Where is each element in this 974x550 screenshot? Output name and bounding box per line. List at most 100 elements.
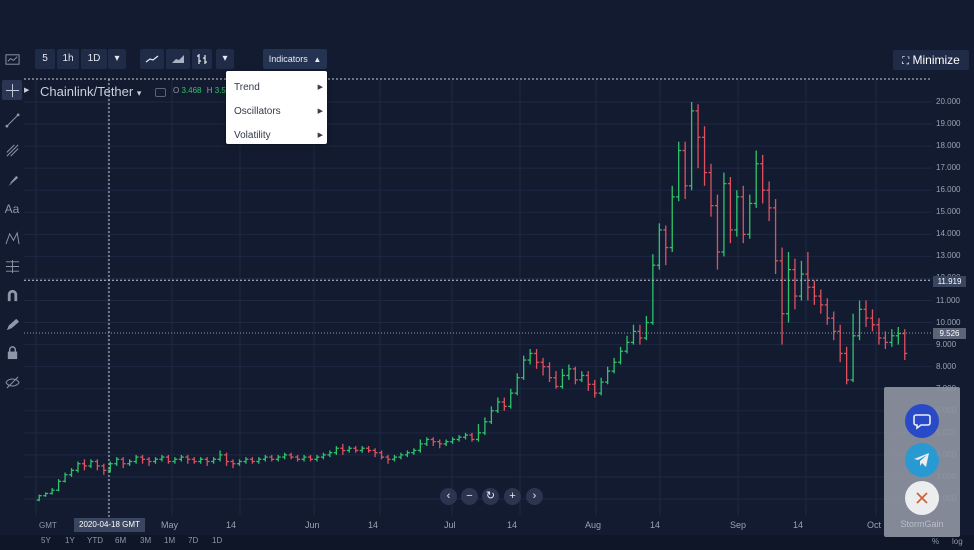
symbol-selector[interactable]: Chainlink/Tether ▾: [40, 84, 166, 99]
pattern-tool[interactable]: [2, 228, 22, 248]
candle: [379, 450, 385, 460]
candle: [463, 432, 469, 440]
interval-1d-button[interactable]: 1D: [81, 49, 107, 69]
candle: [482, 417, 488, 436]
price-tick-label: 11.000: [936, 295, 960, 305]
range-6m[interactable]: 6M: [115, 536, 127, 545]
line-chart-button[interactable]: [140, 49, 164, 69]
candle: [618, 346, 624, 365]
ruler-tool[interactable]: [2, 314, 22, 334]
last-price-tag: 9.526: [933, 328, 966, 339]
lock-icon: [7, 345, 17, 359]
candle: [94, 459, 100, 471]
chart-type-dropdown-button[interactable]: ▾: [216, 49, 234, 69]
candle: [314, 454, 320, 462]
symbol-name: Chainlink/Tether: [40, 84, 134, 99]
interval-5-button[interactable]: 5: [35, 49, 55, 69]
fullscreen-exit-icon: ⛶: [902, 56, 910, 67]
candle: [766, 181, 772, 222]
magnet-tool[interactable]: [2, 285, 22, 305]
candle: [333, 446, 339, 455]
candle: [695, 104, 701, 169]
telegram-button[interactable]: [905, 443, 939, 477]
candle: [650, 254, 656, 325]
pitchfork-tool[interactable]: [2, 140, 22, 160]
time-label-sep-14: 14: [793, 520, 804, 530]
range-1d[interactable]: 1D: [212, 536, 223, 545]
time-label-jun-14: 14: [368, 520, 379, 530]
range-1m[interactable]: 1M: [164, 536, 176, 545]
chart-toggle-tool[interactable]: [2, 49, 22, 69]
settings-icon[interactable]: [155, 88, 166, 98]
candle: [353, 446, 359, 453]
candle: [424, 437, 430, 447]
interval-1h-button[interactable]: 1h: [57, 49, 79, 69]
candle: [56, 479, 62, 492]
candle: [844, 346, 850, 385]
candle: [391, 454, 397, 462]
candle: [127, 459, 133, 466]
candle: [191, 457, 197, 464]
candle: [256, 457, 262, 464]
crosshair-tool[interactable]: [2, 80, 22, 100]
minimize-button[interactable]: ⛶ Minimize: [893, 50, 969, 70]
candle: [837, 324, 843, 363]
zoom-in-button[interactable]: +: [504, 488, 521, 505]
menu-item-oscillators[interactable]: Oscillators ▶: [226, 100, 327, 124]
candle: [327, 450, 333, 458]
candle: [417, 439, 423, 453]
percent-scale-toggle[interactable]: %: [932, 537, 940, 546]
trendline-tool[interactable]: [2, 110, 22, 130]
range-1y[interactable]: 1Y: [65, 536, 75, 545]
scroll-right-button[interactable]: ›: [526, 488, 543, 505]
chat-bubble-icon: [913, 414, 931, 430]
lock-tool[interactable]: [2, 342, 22, 362]
candle: [850, 313, 856, 383]
candle: [889, 329, 895, 347]
time-label-aug-14: 14: [650, 520, 661, 530]
candle: [301, 454, 307, 462]
chevron-right-icon: ▶: [317, 132, 323, 139]
candle: [43, 492, 49, 497]
candle: [243, 457, 249, 464]
expand-tools-arrow[interactable]: ▶: [24, 87, 30, 94]
interval-dropdown-button[interactable]: ▾: [108, 49, 126, 69]
candle: [437, 439, 443, 449]
text-tool[interactable]: Aa: [2, 199, 22, 219]
menu-item-volatility[interactable]: Volatility ▶: [226, 124, 327, 148]
hide-drawings-tool[interactable]: [2, 372, 22, 392]
chart-grid: [24, 80, 932, 515]
candle: [572, 366, 578, 385]
candle: [450, 437, 456, 444]
menu-item-trend[interactable]: Trend ▶: [226, 76, 327, 100]
price-tick-label: 19.000: [936, 119, 961, 129]
candle: [75, 461, 81, 473]
ohlc-readout: O 3.468 H 3.5: [173, 86, 226, 95]
eye-off-icon: [4, 376, 20, 388]
candle-chart-button[interactable]: [192, 49, 212, 69]
chevron-right-icon: ▶: [317, 108, 323, 115]
price-tick-label: 17.000: [936, 163, 961, 173]
indicators-label: Indicators: [268, 54, 308, 64]
indicators-button[interactable]: Indicators ▲: [263, 49, 327, 69]
scroll-left-button[interactable]: ‹: [440, 488, 457, 505]
fibonacci-tool[interactable]: [2, 256, 22, 276]
time-label-jul: Jul: [444, 520, 456, 530]
range-7d[interactable]: 7D: [188, 536, 199, 545]
range-ytd[interactable]: YTD: [87, 536, 103, 545]
candle: [456, 435, 462, 442]
candle: [805, 251, 811, 301]
candle: [747, 194, 753, 239]
chat-button[interactable]: [905, 404, 939, 438]
range-3m[interactable]: 3M: [140, 536, 152, 545]
close-social-button[interactable]: [905, 481, 939, 515]
zoom-out-button[interactable]: −: [461, 488, 478, 505]
timezone-label: GMT: [39, 521, 57, 530]
brush-tool[interactable]: [2, 170, 22, 190]
log-scale-toggle[interactable]: log: [952, 537, 963, 546]
candle: [863, 300, 869, 327]
area-chart-button[interactable]: [166, 49, 190, 69]
reset-zoom-button[interactable]: ↻: [482, 488, 499, 505]
range-5y[interactable]: 5Y: [41, 536, 51, 545]
